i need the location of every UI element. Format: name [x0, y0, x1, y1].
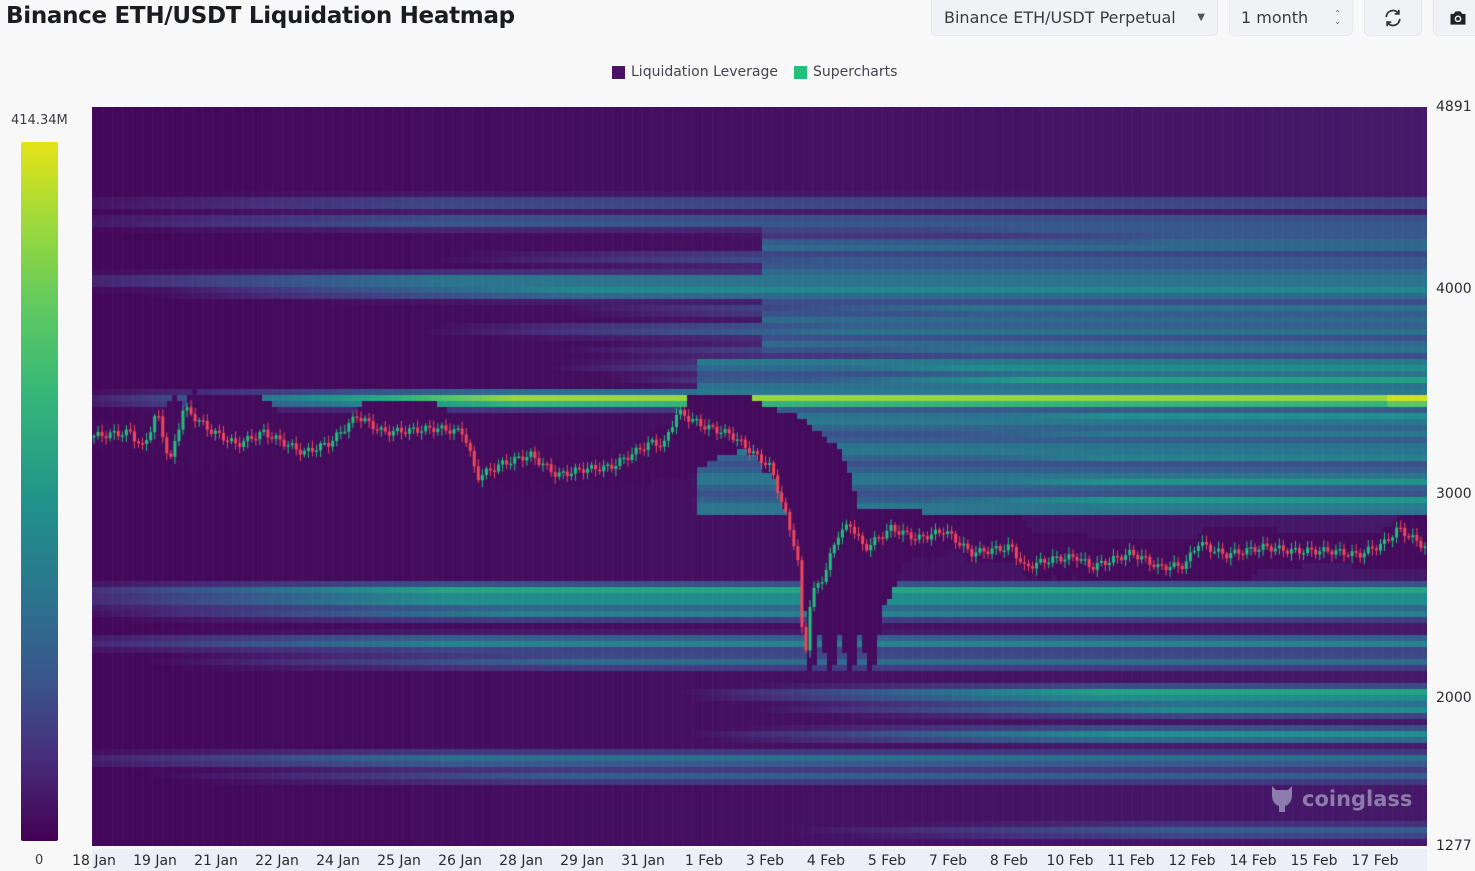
- updown-chevron-icon: ⌃ ⌄: [1334, 8, 1341, 26]
- x-tick-label: 26 Jan: [438, 853, 482, 869]
- x-tick-label: 12 Feb: [1168, 853, 1216, 869]
- range-select-value: 1 month: [1241, 8, 1309, 27]
- page-title: Binance ETH/USDT Liquidation Heatmap: [6, 3, 515, 29]
- x-tick-label: 11 Feb: [1107, 853, 1155, 869]
- coinglass-watermark: coinglass: [1268, 783, 1412, 815]
- x-tick-label: 1 Feb: [684, 853, 724, 869]
- exchange-select[interactable]: Binance ETH/USDT Perpetual ▼: [931, 0, 1218, 36]
- x-tick-label: 19 Jan: [133, 853, 177, 869]
- colorbar[interactable]: [21, 142, 58, 841]
- colorbar-max-label: 414.34M: [11, 113, 68, 128]
- x-tick-label: 10 Feb: [1046, 853, 1094, 869]
- y-tick-label: 3000: [1436, 485, 1472, 502]
- x-tick-label: 25 Jan: [377, 853, 421, 869]
- x-tick-label: 28 Jan: [499, 853, 543, 869]
- y-tick-label: 2000: [1436, 690, 1472, 707]
- chart-legend: Liquidation Leverage Supercharts: [612, 64, 897, 80]
- x-axis-band: [92, 849, 1427, 871]
- x-tick-label: 24 Jan: [316, 853, 360, 869]
- x-tick-label: 4 Feb: [806, 853, 846, 869]
- camera-icon: [1450, 10, 1466, 25]
- refresh-icon: [1385, 9, 1401, 26]
- x-tick-label: 22 Jan: [255, 853, 299, 869]
- x-tick-label: 3 Feb: [745, 853, 785, 869]
- chevron-down-icon: ▼: [1197, 12, 1205, 23]
- legend-item-supercharts[interactable]: Supercharts: [793, 64, 898, 80]
- watermark-text: coinglass: [1302, 787, 1413, 811]
- screenshot-button[interactable]: [1433, 0, 1475, 36]
- x-tick-label: 5 Feb: [867, 853, 907, 869]
- x-tick-label: 17 Feb: [1351, 853, 1399, 869]
- legend-swatch: [793, 65, 807, 79]
- y-tick-label: 1277: [1436, 838, 1472, 854]
- x-tick-label: 21 Jan: [194, 853, 238, 869]
- heatmap-plot-area[interactable]: [92, 107, 1427, 846]
- legend-swatch: [612, 65, 625, 79]
- toolbar: Binance ETH/USDT Perpetual ▼ 1 month ⌃ ⌄: [931, 0, 1475, 36]
- legend-item-liquidation-leverage[interactable]: Liquidation Leverage: [612, 64, 778, 80]
- x-tick-label: 8 Feb: [989, 853, 1029, 869]
- refresh-button[interactable]: [1364, 0, 1422, 36]
- x-tick-label: 15 Feb: [1290, 853, 1338, 869]
- coinglass-logo-icon: [1272, 786, 1292, 812]
- y-tick-label: 4891: [1436, 99, 1472, 115]
- x-tick-label: 14 Feb: [1229, 853, 1277, 869]
- x-tick-label: 7 Feb: [928, 853, 968, 869]
- heatmap-canvas: [92, 107, 1427, 846]
- x-tick-label: 18 Jan: [72, 853, 116, 869]
- x-tick-label: 29 Jan: [560, 853, 604, 869]
- x-tick-label: 31 Jan: [621, 853, 665, 869]
- y-tick-label: 4000: [1436, 281, 1472, 298]
- legend-label: Supercharts: [812, 64, 898, 80]
- legend-label: Liquidation Leverage: [631, 64, 778, 80]
- exchange-select-value: Binance ETH/USDT Perpetual: [944, 8, 1176, 27]
- colorbar-min-label: 0: [35, 853, 44, 868]
- range-select[interactable]: 1 month ⌃ ⌄: [1229, 0, 1353, 36]
